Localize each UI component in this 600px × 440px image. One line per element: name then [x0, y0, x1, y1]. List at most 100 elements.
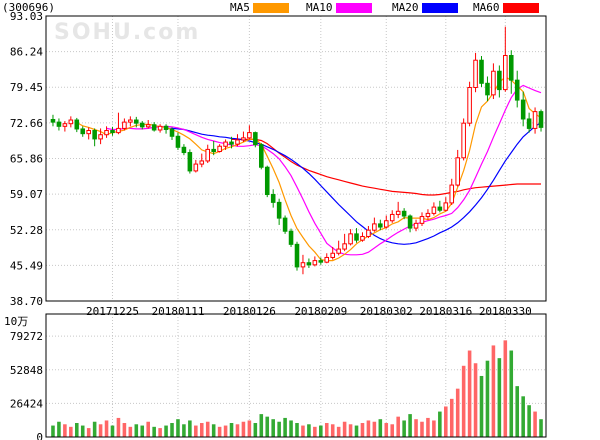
candle [253, 131, 258, 148]
legend-ma5-swatch [252, 2, 289, 13]
candle [526, 112, 532, 133]
candle [139, 121, 145, 130]
candle-body-up [425, 212, 431, 218]
candle [151, 122, 157, 132]
volume-bar-down [265, 416, 270, 437]
candle [259, 143, 264, 170]
volume-unit-label: 10万 [4, 315, 28, 328]
candle [282, 215, 288, 234]
candle-body-down [92, 130, 97, 140]
price-tick-label: 52.28 [10, 224, 43, 237]
legend-ma20-label: MA20 [392, 1, 419, 14]
volume-bar-up [414, 419, 418, 437]
date-tick-label: 20180111 [151, 305, 204, 318]
volume-panel-frame [45, 313, 547, 438]
candle-body-up [300, 262, 306, 268]
volume-bar-down [527, 405, 531, 437]
candle [431, 202, 437, 216]
candle [383, 215, 389, 229]
legend-ma10-label: MA10 [306, 1, 333, 14]
candle-body-up [199, 160, 205, 165]
candle [229, 136, 234, 149]
candle-body-up [532, 111, 538, 129]
candle [68, 116, 74, 128]
candle [110, 126, 115, 136]
volume-bar-up [122, 423, 127, 437]
volume-bar-up [384, 423, 389, 437]
candle [360, 232, 365, 242]
ma20-line [166, 122, 542, 245]
candle-body-up [431, 206, 437, 214]
volume-bar-down [110, 425, 115, 437]
candle [187, 149, 193, 174]
volume-bar-up [69, 426, 73, 437]
ma10-line [106, 84, 542, 256]
candle [395, 201, 401, 219]
candle-body-up [122, 121, 127, 129]
volume-bar-down [307, 424, 311, 437]
candle [116, 112, 121, 135]
volume-bar-down [51, 425, 55, 437]
volume-bar-up [444, 406, 448, 437]
legend-ma60: MA60 [473, 1, 539, 14]
candle [235, 134, 240, 147]
volume-bar-up [301, 425, 305, 437]
candle-body-up [366, 229, 371, 237]
volume-tick-label: 26424 [10, 397, 43, 410]
candle-body-up [419, 216, 425, 224]
candle [455, 149, 460, 187]
candle-body-down [253, 132, 258, 146]
candle [145, 120, 151, 129]
candle [318, 257, 324, 265]
price-axis-ticks: 93.03 86.24 79.45 72.66 65.86 59.07 52.28 45.49… [10, 10, 43, 308]
candle [437, 200, 443, 213]
volume-tick-label: 0 [36, 431, 43, 440]
candle-body-down [181, 146, 187, 154]
volume-bar-up [116, 417, 121, 437]
volume-bar-down [188, 420, 192, 437]
candle [288, 228, 294, 247]
candle-body-up [491, 70, 496, 96]
candle-body-up [443, 202, 449, 211]
candle [104, 126, 109, 138]
candle-body-up [62, 123, 68, 127]
volume-bar-up [205, 421, 210, 437]
candle-body-down [514, 79, 520, 101]
volume-bar-up [241, 421, 246, 437]
candle [134, 116, 139, 128]
price-tick-label: 45.49 [10, 259, 43, 272]
volume-bar-up [366, 420, 371, 437]
candle-body-up [467, 86, 472, 124]
candle [503, 26, 508, 92]
volume-bar-down [408, 414, 412, 437]
candle [223, 139, 228, 150]
volume-bar-up [235, 424, 240, 437]
legend-ma10-swatch [335, 2, 372, 13]
candle-body-up [205, 148, 211, 162]
candle [264, 165, 270, 198]
candle [342, 233, 347, 252]
volume-bar-up [372, 421, 377, 437]
volume-bar-up [194, 425, 198, 437]
candle [56, 118, 62, 131]
candle-body-up [342, 243, 347, 250]
price-tick-label: 93.03 [10, 10, 43, 23]
candle [80, 126, 86, 137]
legend-ma5: MA5 [230, 1, 289, 14]
candle-body-up [241, 137, 246, 141]
legend-ma10: MA10 [306, 1, 372, 14]
price-tick-label: 79.45 [10, 81, 43, 94]
date-tick-label: 20180209 [294, 305, 347, 318]
candle [163, 124, 169, 134]
volume-bar-up [104, 420, 109, 437]
volume-bar-down [539, 419, 543, 437]
candle [294, 241, 300, 271]
candle-body-up [330, 252, 335, 258]
volume-bar-down [140, 425, 145, 437]
volume-bar-up [199, 423, 204, 437]
candle [508, 50, 514, 94]
candle-body-up [217, 145, 222, 152]
volume-bar-up [449, 398, 454, 437]
candle-body-up [455, 157, 460, 186]
candle-body-up [389, 213, 395, 222]
